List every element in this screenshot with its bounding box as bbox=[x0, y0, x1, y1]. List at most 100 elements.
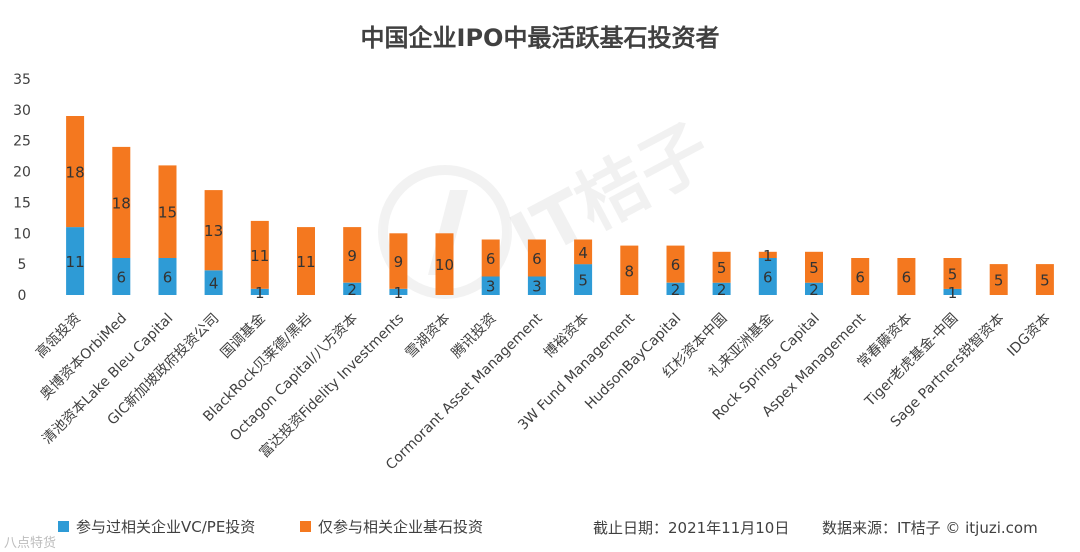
data-label: 6 bbox=[763, 269, 773, 287]
data-label: 9 bbox=[347, 247, 357, 265]
bar-vcpe-3 bbox=[204, 270, 223, 295]
y-axis: 0 5 10 15 20 25 30 35 bbox=[13, 72, 31, 304]
data-label: 6 bbox=[117, 269, 127, 287]
bar-vcpe-11 bbox=[574, 264, 593, 295]
data-label: 1 bbox=[255, 284, 265, 302]
bar-cornerstone-4 bbox=[250, 220, 269, 289]
y-tick-label: 20 bbox=[13, 165, 31, 181]
bar-vcpe-2 bbox=[158, 258, 177, 295]
data-label: 4 bbox=[209, 275, 219, 293]
data-label: 2 bbox=[809, 281, 819, 299]
data-label: 6 bbox=[902, 269, 912, 287]
y-tick-label: 15 bbox=[13, 195, 31, 211]
bar-cornerstone-9 bbox=[481, 239, 500, 277]
bar-cornerstone-2 bbox=[158, 165, 177, 258]
bar-cornerstone-5 bbox=[297, 227, 315, 295]
bar-cornerstone-1 bbox=[112, 146, 131, 258]
data-label: 4 bbox=[578, 244, 588, 262]
data-label: 6 bbox=[163, 269, 173, 287]
legend-swatch-vcpe bbox=[58, 521, 69, 532]
data-label: 18 bbox=[112, 194, 131, 212]
data-label: 6 bbox=[671, 256, 681, 274]
y-tick-label: 5 bbox=[18, 257, 27, 273]
data-label: 5 bbox=[948, 265, 958, 283]
bar-cornerstone-15 bbox=[758, 251, 777, 258]
bar-cornerstone-0 bbox=[66, 116, 85, 228]
corner-watermark: 八点特货 bbox=[4, 535, 56, 551]
bar-vcpe-0 bbox=[66, 227, 85, 295]
bar-vcpe-16 bbox=[805, 282, 823, 295]
bar-vcpe-14 bbox=[712, 282, 731, 295]
data-label: 5 bbox=[578, 272, 588, 290]
bar-vcpe-15 bbox=[758, 258, 777, 295]
data-label: 3 bbox=[486, 278, 496, 296]
data-label: 6 bbox=[855, 269, 865, 287]
bar-cornerstone-19 bbox=[943, 258, 962, 289]
data-source: 数据来源：IT桔子 © itjuzi.com bbox=[822, 519, 1038, 537]
chart-title: 中国企业IPO中最活跃基石投资者 bbox=[361, 24, 720, 52]
bar-cornerstone-16 bbox=[805, 251, 823, 283]
bar-cornerstone-17 bbox=[851, 258, 870, 295]
x-tick-label: IDG资本 bbox=[1004, 311, 1053, 360]
data-label: 3 bbox=[532, 278, 542, 296]
data-label: 15 bbox=[158, 204, 177, 222]
cutoff-date: 截止日期：2021年11月10日 bbox=[593, 519, 789, 537]
bar-vcpe-10 bbox=[527, 276, 546, 295]
data-label: 13 bbox=[204, 222, 223, 240]
bar-cornerstone-18 bbox=[897, 258, 916, 295]
y-tick-label: 25 bbox=[13, 134, 31, 150]
data-label: 18 bbox=[66, 164, 85, 182]
data-label: 5 bbox=[809, 259, 819, 277]
bar-cornerstone-11 bbox=[574, 239, 593, 265]
x-tick-label: 雪湖资本 bbox=[402, 311, 453, 362]
data-label: 6 bbox=[532, 250, 542, 268]
y-tick-label: 0 bbox=[18, 288, 27, 304]
bar-vcpe-6 bbox=[343, 282, 362, 295]
data-label: 11 bbox=[250, 247, 269, 265]
data-label: 5 bbox=[717, 259, 727, 277]
data-label: 2 bbox=[347, 281, 357, 299]
data-label: 1 bbox=[948, 284, 958, 302]
data-label: 6 bbox=[486, 250, 496, 268]
legend-swatch-cornerstone bbox=[300, 521, 311, 532]
bar-vcpe-9 bbox=[481, 276, 500, 295]
data-label: 5 bbox=[994, 272, 1004, 290]
legend-label-cornerstone: 仅参与相关企业基石投资 bbox=[318, 518, 483, 536]
data-label: 1 bbox=[394, 284, 404, 302]
bar-vcpe-7 bbox=[389, 288, 408, 295]
bar-vcpe-4 bbox=[250, 288, 269, 295]
bar-cornerstone-7 bbox=[389, 233, 408, 289]
y-tick-label: 35 bbox=[13, 72, 31, 88]
bar-cornerstone-21 bbox=[1035, 264, 1054, 295]
bar-vcpe-19 bbox=[943, 288, 962, 295]
bar-cornerstone-3 bbox=[204, 190, 223, 271]
data-label: 10 bbox=[435, 256, 454, 274]
bar-cornerstone-12 bbox=[620, 245, 639, 295]
bar-vcpe-1 bbox=[112, 258, 131, 295]
data-label: 11 bbox=[66, 253, 85, 271]
data-label: 2 bbox=[671, 281, 681, 299]
bars-group bbox=[66, 116, 1054, 295]
bar-cornerstone-6 bbox=[343, 227, 362, 283]
y-tick-label: 10 bbox=[13, 226, 31, 242]
bar-cornerstone-20 bbox=[989, 264, 1008, 295]
bar-cornerstone-13 bbox=[666, 245, 685, 283]
data-label: 8 bbox=[625, 262, 635, 280]
bar-vcpe-13 bbox=[666, 282, 685, 295]
bar-cornerstone-14 bbox=[712, 251, 731, 283]
data-label: 11 bbox=[296, 253, 315, 271]
data-label: 2 bbox=[717, 281, 727, 299]
data-label: 9 bbox=[394, 253, 404, 271]
bar-cornerstone-8 bbox=[435, 233, 454, 295]
bar-cornerstone-10 bbox=[527, 239, 546, 277]
x-tick-label: 奥博资本OrbiMed bbox=[37, 310, 130, 403]
legend: 参与过相关企业VC/PE投资 仅参与相关企业基石投资 bbox=[58, 518, 483, 536]
data-label: 5 bbox=[1040, 272, 1050, 290]
data-label: 1 bbox=[763, 247, 773, 265]
y-tick-label: 30 bbox=[13, 103, 31, 119]
legend-label-vcpe: 参与过相关企业VC/PE投资 bbox=[76, 518, 255, 536]
